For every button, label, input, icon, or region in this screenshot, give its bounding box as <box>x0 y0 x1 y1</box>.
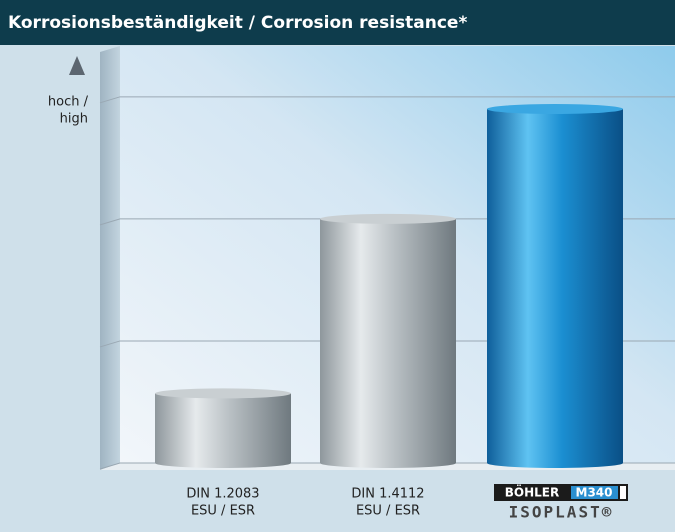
bar <box>487 109 623 468</box>
y-axis-label: hoch / <box>48 95 89 110</box>
bar <box>155 393 291 468</box>
header <box>0 0 675 45</box>
y-axis-label: high <box>60 112 88 127</box>
bar-top <box>320 213 456 224</box>
logo-brand: BÖHLER <box>505 485 559 500</box>
logo-line: ISOPLAST® <box>509 503 614 522</box>
chart-title: Korrosionsbeständigkeit / Corrosion resi… <box>8 13 467 33</box>
side-wall <box>100 46 120 470</box>
grid-line <box>99 96 675 104</box>
axis-arrow <box>69 56 85 75</box>
bar-top <box>155 388 291 399</box>
bar <box>320 218 456 468</box>
logo-grade: M340 <box>576 486 613 500</box>
x-tick-label: ESU / ESR <box>191 504 255 519</box>
logo-grade-box <box>571 486 618 499</box>
x-tick-label: DIN 1.4112 <box>351 487 424 502</box>
logo-end <box>620 486 626 499</box>
x-tick-label: ESU / ESR <box>356 504 420 519</box>
x-tick-label: DIN 1.2083 <box>186 487 259 502</box>
bar-top <box>487 104 623 115</box>
